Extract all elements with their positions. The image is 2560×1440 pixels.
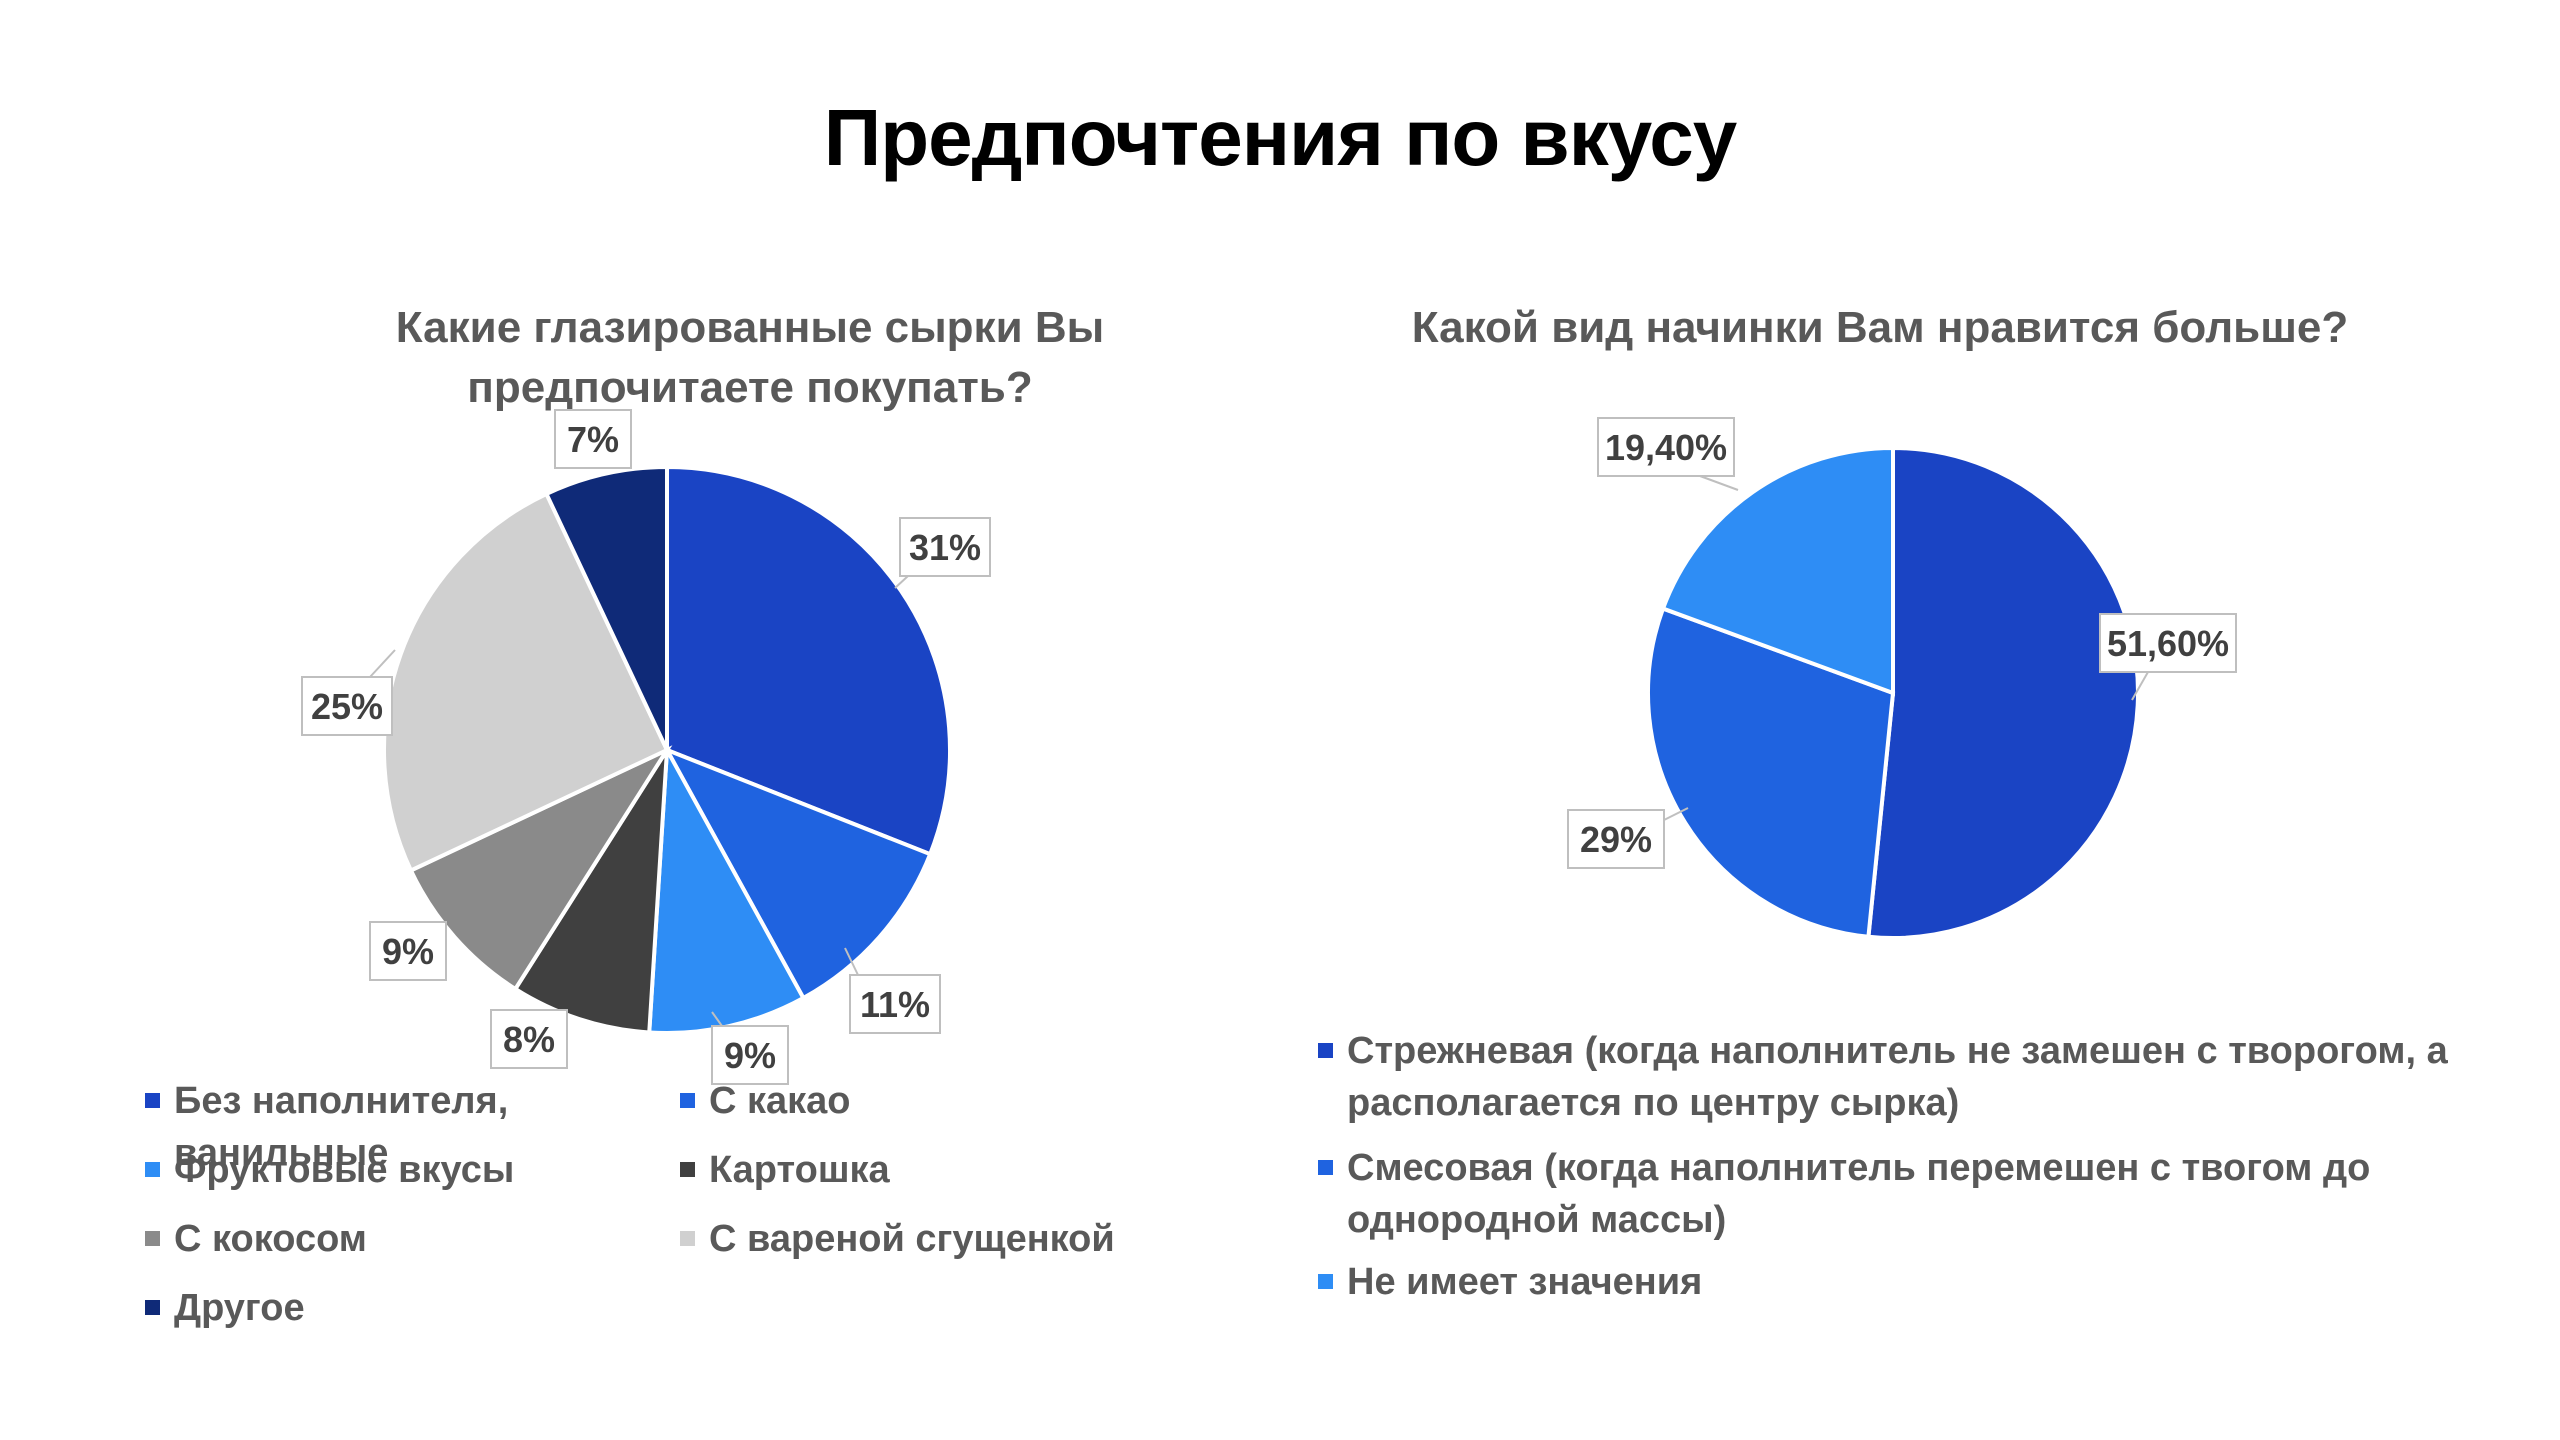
- data-label: 7%: [567, 419, 619, 460]
- pie-slice: [543, 464, 669, 751]
- legend-swatch: [145, 1300, 160, 1315]
- data-label-callout: 9%: [711, 1011, 789, 1085]
- legend-label: Смесовая (когда наполнитель перемешен с …: [1347, 1147, 2371, 1241]
- data-label: 25%: [311, 686, 383, 727]
- legend-label: Другое: [174, 1287, 305, 1329]
- data-label-callout: 9%: [369, 921, 447, 981]
- data-label-callout: 51,60%: [2099, 613, 2237, 701]
- data-label: 8%: [503, 1019, 555, 1060]
- data-label: 19,40%: [1605, 427, 1727, 468]
- legend-swatch: [680, 1093, 695, 1108]
- pie-left: [382, 464, 952, 1035]
- legend-item: С вареной сгущенкой: [680, 1213, 1220, 1265]
- legend-item: Стрежневая (когда наполнитель не замешен…: [1318, 1025, 2498, 1129]
- legend-item: Не имеет значения: [1318, 1256, 2498, 1308]
- data-label-callout: 8%: [490, 1009, 568, 1069]
- data-label-callout: 11%: [844, 947, 941, 1034]
- data-label-callout: 31%: [894, 517, 991, 589]
- data-label: 31%: [909, 527, 981, 568]
- pie-slice: [408, 745, 673, 992]
- data-label: 29%: [1580, 819, 1652, 860]
- data-label-callout: 19,40%: [1597, 417, 1739, 491]
- legend-swatch: [1318, 1160, 1333, 1175]
- pie-slice: [1866, 445, 2140, 940]
- legend-item: Фруктовые вкусы: [145, 1144, 685, 1196]
- chart-title-left: Какие глазированные сырки Вы предпочитае…: [395, 303, 1105, 412]
- legend-swatch: [145, 1093, 160, 1108]
- page-title: Предпочтения по вкусу: [823, 93, 1737, 182]
- chart-title-right: Какой вид начинки Вам нравится больше?: [1411, 303, 2349, 352]
- data-label-callout: 25%: [301, 649, 396, 736]
- pie-slice: [382, 491, 670, 874]
- legend-label: С какао: [709, 1080, 851, 1122]
- legend-item: Смесовая (когда наполнитель перемешен с …: [1318, 1142, 2498, 1246]
- pie-slice: [512, 748, 669, 1035]
- pie-slice: [1646, 605, 1896, 939]
- legend-label: Стрежневая (когда наполнитель не замешен…: [1347, 1030, 2448, 1124]
- legend-swatch: [145, 1162, 160, 1177]
- legend-swatch: [1318, 1274, 1333, 1289]
- data-label: 51,60%: [2107, 623, 2229, 664]
- legend-swatch: [1318, 1043, 1333, 1058]
- legend-swatch: [145, 1231, 160, 1246]
- legend-label: С вареной сгущенкой: [709, 1218, 1115, 1260]
- legend-label: Без наполнителя, ванильные: [174, 1080, 509, 1174]
- data-label: 11%: [860, 984, 930, 1025]
- data-label-callout: 29%: [1567, 807, 1689, 869]
- legend-item: С кокосом: [145, 1213, 685, 1265]
- legend-item: С какао: [680, 1075, 1220, 1127]
- pie-right: [1646, 445, 2140, 940]
- legend-label: Картошка: [709, 1149, 890, 1191]
- legend-item: Другое: [145, 1282, 685, 1334]
- legend-swatch: [680, 1162, 695, 1177]
- pie-slice: [662, 746, 933, 1001]
- legend-item: Картошка: [680, 1144, 1220, 1196]
- legend-item: Без наполнителя, ванильные: [145, 1075, 685, 1179]
- legend-swatch: [680, 1231, 695, 1246]
- legend-label: Не имеет значения: [1347, 1261, 1703, 1303]
- pie-slice: [1660, 445, 1895, 696]
- pie-slice: [665, 464, 952, 857]
- data-label: 9%: [724, 1035, 776, 1076]
- data-label: 9%: [382, 931, 434, 972]
- data-label-callout: 7%: [554, 409, 632, 469]
- legend-label: С кокосом: [174, 1218, 367, 1260]
- legend-label: Фруктовые вкусы: [174, 1149, 515, 1191]
